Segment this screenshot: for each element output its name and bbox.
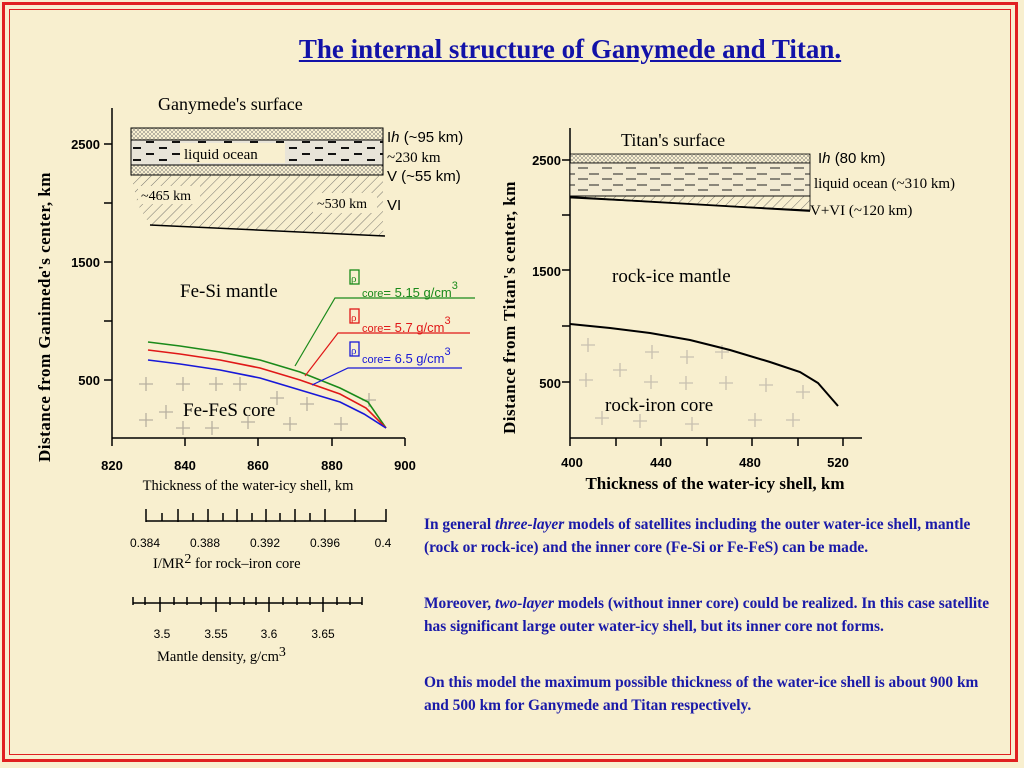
titan-xtick: 480 xyxy=(739,455,761,470)
titan-ytick: 500 xyxy=(539,376,561,391)
ganymede-xtick: 900 xyxy=(394,458,416,473)
imr-tick: 0.396 xyxy=(310,536,340,550)
svg-text:core= 6.5 g/cm3: core= 6.5 g/cm3 xyxy=(362,346,451,366)
ganymede-curve-5.7 xyxy=(147,349,387,429)
paragraph-1: In general three-layer models of satelli… xyxy=(424,516,971,556)
density-tick: 3.5 xyxy=(154,627,171,641)
slide-border-inner xyxy=(9,9,1011,755)
ganymede-curve-6.5 xyxy=(147,359,387,429)
titan-ytick: 2500 xyxy=(532,153,561,168)
rho-symbol: ρ xyxy=(351,345,357,357)
titan-mantle-label: rock-ice mantle xyxy=(612,266,731,287)
titan-ytick: 1500 xyxy=(532,264,561,279)
titan-boundary-curve xyxy=(569,323,839,407)
svg-text:core= 5.15 g/cm3: core= 5.15 g/cm3 xyxy=(362,280,458,300)
titan-surface-label: Titan's surface xyxy=(621,130,725,150)
ganymede-mantle-label: Fe-Si mantle xyxy=(180,281,278,302)
rho-symbol: ρ xyxy=(351,312,357,324)
titan-xtick: 520 xyxy=(827,455,849,470)
titan-xtick: 400 xyxy=(561,455,583,470)
density-scale: 3.5 3.55 3.6 3.65 Mantle density, g/cm3 xyxy=(132,597,363,665)
ganymede-ytick: 500 xyxy=(78,373,100,388)
ganymede-ytick: 2500 xyxy=(71,137,100,152)
titan-layer-ih: Ih (80 km) xyxy=(818,150,886,167)
ganymede-ytick: 1500 xyxy=(71,255,100,270)
imr-label: I/MR2 for rock–iron core xyxy=(153,552,301,572)
ganymede-y-label: Distance from Ganimede's center, km xyxy=(35,172,54,462)
slide-title: The internal structure of Ganymede and T… xyxy=(298,34,842,64)
ganymede-xtick: 860 xyxy=(247,458,269,473)
ganymede-xtick: 840 xyxy=(174,458,196,473)
density-tick: 3.65 xyxy=(311,627,335,641)
ganymede-liquid-ocean-label: liquid ocean xyxy=(184,147,258,163)
imr-tick: 0.388 xyxy=(190,536,220,550)
titan-xtick: 440 xyxy=(650,455,672,470)
ganymede-surface-label: Ganymede's surface xyxy=(158,94,303,114)
imr-tick: 0.4 xyxy=(375,536,392,550)
ganymede-xtick: 820 xyxy=(101,458,123,473)
imr-tick: 0.384 xyxy=(130,536,160,550)
ganymede-layer-vi: VI xyxy=(387,197,401,214)
ganymede-xtick: 880 xyxy=(321,458,343,473)
paragraph-2: Moreover, two-layer models (without inne… xyxy=(424,595,990,635)
ganymede-core-label: Fe-FeS core xyxy=(183,400,275,421)
density-label: Mantle density, g/cm3 xyxy=(157,645,286,665)
density-tick: 3.55 xyxy=(204,627,228,641)
imr-scale: 0.384 0.388 0.392 0.396 0.4 I/MR2 for ro… xyxy=(130,509,392,572)
density-tick: 3.6 xyxy=(261,627,278,641)
ganymede-x-label: Thickness of the water-icy shell, km xyxy=(143,478,354,494)
titan-chart: 2500 1500 500 400 440 480 520 Distance f… xyxy=(500,128,955,493)
ganymede-depth-530: ~530 km xyxy=(317,197,367,212)
ganymede-curve-5.15 xyxy=(147,341,387,429)
titan-liquid-ocean-label: liquid ocean (~310 km) xyxy=(814,176,955,192)
paragraph-3: On this model the maximum possible thick… xyxy=(424,674,979,714)
imr-tick: 0.392 xyxy=(250,536,280,550)
rho-label-green: core= 5.15 g/cm3 ρ xyxy=(349,269,458,300)
ganymede-core-markers xyxy=(139,377,376,435)
ganymede-chart: 2500 1500 500 820 840 860 880 900 Distan… xyxy=(35,94,475,494)
titan-layer-vvi: V+VI (~120 km) xyxy=(810,203,912,219)
rho-symbol: ρ xyxy=(351,273,357,285)
titan-core-label: rock-iron core xyxy=(605,395,713,416)
ganymede-ice-layers xyxy=(130,127,386,237)
svg-text:core= 5.7 g/cm3: core= 5.7 g/cm3 xyxy=(362,315,451,335)
ganymede-layer-ih: Ih (~95 km) xyxy=(387,129,463,146)
rho-label-red: core= 5.7 g/cm3 ρ xyxy=(349,308,451,335)
rho-label-blue: core= 6.5 g/cm3 ρ xyxy=(349,341,451,366)
titan-ice-layers xyxy=(569,153,811,212)
titan-y-label: Distance from Titan's center, km xyxy=(500,181,519,434)
titan-core-markers xyxy=(579,338,810,431)
ganymede-depth-465: ~465 km xyxy=(141,189,191,204)
ganymede-ocean-thickness: ~230 km xyxy=(387,150,441,166)
ganymede-layer-v: V (~55 km) xyxy=(387,168,461,185)
titan-x-label: Thickness of the water-icy shell, km xyxy=(585,474,844,493)
